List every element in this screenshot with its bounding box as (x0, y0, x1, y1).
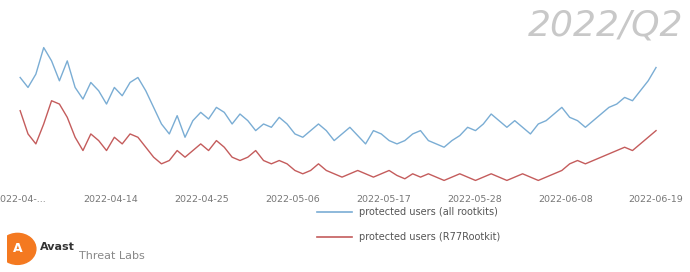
Text: protected users (all rootkits): protected users (all rootkits) (359, 207, 497, 217)
Text: protected users (R77Rootkit): protected users (R77Rootkit) (359, 232, 500, 242)
Circle shape (0, 233, 36, 264)
Text: Threat Labs: Threat Labs (79, 251, 145, 261)
Text: 2022/Q2: 2022/Q2 (528, 8, 683, 42)
Text: Avast: Avast (40, 242, 75, 252)
Text: A: A (12, 242, 22, 255)
